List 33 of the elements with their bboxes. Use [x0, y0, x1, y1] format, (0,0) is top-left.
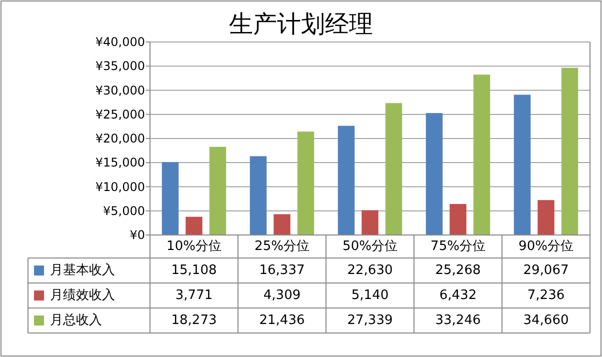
data-label: 25,268	[435, 263, 481, 278]
data-label: 33,246	[435, 313, 481, 328]
legend-label: 月绩效收入	[50, 288, 115, 303]
data-label: 18,273	[171, 313, 217, 328]
y-tick-label: ¥10,000	[95, 180, 145, 194]
legend-label: 月总收入	[50, 313, 102, 328]
data-label: 15,108	[171, 263, 217, 278]
y-tick-label: ¥25,000	[95, 107, 145, 122]
data-label: 16,337	[259, 263, 305, 278]
chart-title: 生产计划经理	[229, 10, 373, 38]
x-tick-label: 10%分位	[166, 239, 222, 254]
data-label: 22,630	[347, 263, 393, 278]
data-label: 3,771	[175, 288, 213, 303]
data-label: 4,309	[263, 288, 301, 303]
y-tick-label: ¥0	[130, 228, 145, 242]
y-tick-label: ¥40,000	[95, 35, 145, 49]
data-label: 6,432	[439, 288, 477, 303]
x-tick-label: 75%分位	[430, 239, 486, 254]
data-label: 21,436	[259, 313, 305, 328]
y-tick-label: ¥30,000	[95, 83, 145, 98]
data-label: 5,140	[351, 288, 389, 303]
y-tick-label: ¥20,000	[95, 132, 145, 146]
x-tick-label: 50%分位	[342, 239, 398, 254]
x-tick-label: 90%分位	[518, 239, 574, 254]
y-tick-label: ¥5,000	[103, 204, 145, 218]
legend-label: 月基本收入	[50, 263, 115, 278]
y-tick-label: ¥35,000	[95, 59, 145, 74]
x-tick-label: 25%分位	[254, 239, 310, 254]
data-label: 27,339	[347, 313, 393, 328]
data-label: 29,067	[523, 263, 569, 278]
y-tick-label: ¥15,000	[95, 156, 145, 170]
data-label: 7,236	[527, 288, 565, 303]
data-label: 34,660	[523, 313, 569, 328]
